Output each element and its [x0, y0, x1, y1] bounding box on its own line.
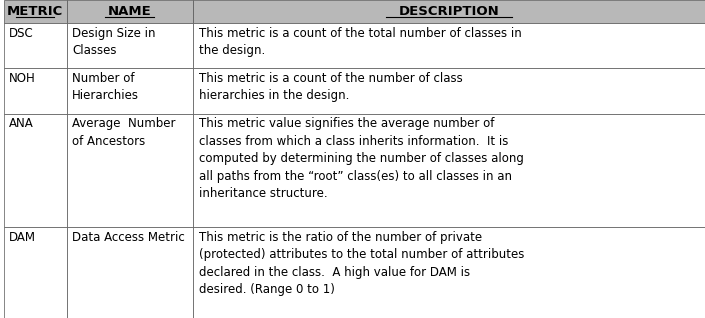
Bar — [67, 68, 193, 114]
Text: This metric is a count of the total number of classes in
the design.: This metric is a count of the total numb… — [199, 26, 521, 57]
Bar — [193, 227, 705, 318]
Bar — [193, 68, 705, 114]
Bar — [4, 23, 67, 68]
Text: DESCRIPTION: DESCRIPTION — [398, 5, 499, 18]
Text: Data Access Metric: Data Access Metric — [73, 231, 185, 244]
Text: This metric is a count of the number of class
hierarchies in the design.: This metric is a count of the number of … — [199, 72, 462, 102]
Text: Number of
Hierarchies: Number of Hierarchies — [73, 72, 140, 102]
Bar — [67, 114, 193, 227]
Text: DSC: DSC — [9, 26, 34, 39]
Bar — [4, 114, 67, 227]
Text: ANA: ANA — [9, 117, 34, 130]
Text: NOH: NOH — [9, 72, 36, 85]
Text: NAME: NAME — [108, 5, 152, 18]
Text: This metric value signifies the average number of
classes from which a class inh: This metric value signifies the average … — [199, 117, 523, 200]
Text: This metric is the ratio of the number of private
(protected) attributes to the : This metric is the ratio of the number o… — [199, 231, 524, 296]
Text: Average  Number
of Ancestors: Average Number of Ancestors — [73, 117, 176, 148]
Text: METRIC: METRIC — [7, 5, 63, 18]
Bar — [67, 0, 193, 23]
Bar — [193, 23, 705, 68]
Bar — [4, 68, 67, 114]
Text: Design Size in
Classes: Design Size in Classes — [73, 26, 156, 57]
Bar — [193, 0, 705, 23]
Bar — [4, 0, 67, 23]
Text: DAM: DAM — [9, 231, 36, 244]
Bar — [67, 23, 193, 68]
Bar — [193, 114, 705, 227]
Bar — [67, 227, 193, 318]
Bar — [4, 227, 67, 318]
